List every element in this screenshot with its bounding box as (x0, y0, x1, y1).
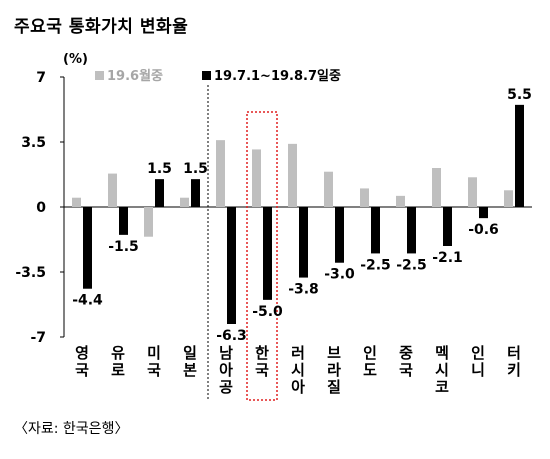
data-label: -3.8 (288, 282, 319, 298)
bar-jul-aug (371, 207, 380, 254)
bar-jun (468, 177, 477, 207)
bar-jun (288, 143, 297, 207)
data-label: -3.0 (324, 267, 355, 283)
bar-jun (180, 197, 189, 207)
bar-jun (216, 140, 225, 207)
data-label: -1.5 (108, 239, 139, 255)
data-label: 1.5 (183, 161, 208, 177)
bar-jun (252, 149, 261, 207)
bar-jun (144, 207, 153, 237)
bar-jun (396, 195, 405, 207)
bar-jul-aug (299, 207, 308, 278)
y-tick-label: -7 (30, 330, 46, 346)
legend-label-jul-aug: 19.7.1~19.8.7일중 (214, 69, 341, 84)
bar-jul-aug (335, 207, 344, 263)
bar-jul-aug (119, 207, 128, 235)
data-label: -6.3 (216, 328, 247, 344)
data-label: -2.1 (432, 250, 463, 266)
bar-jul-aug (407, 207, 416, 254)
y-tick-label: -3.5 (15, 265, 46, 281)
data-label: 1.5 (147, 161, 172, 177)
bar-jun (108, 173, 117, 207)
chart-title: 주요국 통화가치 변화율 (14, 17, 189, 37)
data-label: -0.6 (468, 222, 499, 238)
legend-swatch-jul-aug (202, 71, 211, 80)
bar-jul-aug (479, 207, 488, 219)
data-label: -2.5 (360, 257, 391, 273)
bar-jun (432, 168, 441, 207)
bar-jul-aug (443, 207, 452, 246)
legend-label-jun: 19.6월중 (107, 68, 163, 84)
bar-jul-aug (263, 207, 272, 300)
y-tick-label: 7 (36, 70, 46, 86)
bar-jun (324, 171, 333, 207)
y-tick-label: 3.5 (21, 135, 46, 151)
data-label: 5.5 (507, 87, 532, 103)
bar-jul-aug (155, 179, 164, 207)
bar-jul-aug (515, 104, 524, 207)
bar-jul-aug (227, 207, 236, 324)
bar-jun (504, 190, 513, 207)
data-label: -5.0 (252, 304, 283, 320)
source-note: 〈자료: 한국은행〉 (14, 421, 129, 437)
legend-swatch-jun (95, 71, 104, 80)
highlight-box-korea (246, 111, 278, 401)
data-label: -4.4 (72, 293, 103, 309)
bar-jun (360, 188, 369, 207)
bar-jul-aug (191, 179, 200, 207)
data-label: -2.5 (396, 257, 427, 273)
y-unit-label: (%) (63, 52, 88, 67)
bar-jun (72, 197, 81, 207)
y-tick-label: 0 (36, 200, 46, 216)
bar-jul-aug (83, 207, 92, 289)
